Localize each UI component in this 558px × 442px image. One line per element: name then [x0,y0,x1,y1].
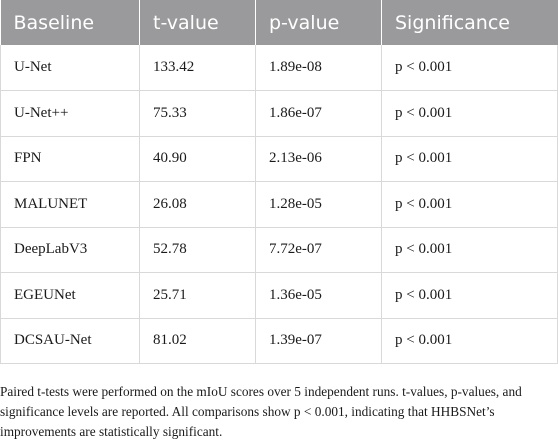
cell-baseline: MALUNET [0,181,140,228]
cell-significance: p < 0.001 [381,45,558,91]
cell-significance: p < 0.001 [381,272,558,319]
cell-t-value: 81.02 [139,318,256,364]
table-row: U-Net++ 75.33 1.86e-07 p < 0.001 [0,90,558,137]
header-row: Baseline t-value p-value Significance [0,0,558,45]
header-t-value: t-value [139,0,256,45]
cell-baseline: U-Net++ [0,90,140,137]
cell-baseline: FPN [0,136,140,182]
table-footnote: Paired t-tests were performed on the mIo… [0,384,522,440]
table-header: Baseline t-value p-value Significance [0,0,558,45]
header-baseline: Baseline [0,0,140,45]
cell-p-value: 1.36e-05 [255,272,382,319]
cell-baseline: DeepLabV3 [0,227,140,273]
cell-t-value: 52.78 [139,227,256,273]
cell-p-value: 2.13e-06 [255,136,382,182]
cell-p-value: 1.89e-08 [255,45,382,91]
cell-significance: p < 0.001 [381,90,558,137]
cell-t-value: 25.71 [139,272,256,319]
cell-significance: p < 0.001 [381,227,558,273]
table-row: FPN 40.90 2.13e-06 p < 0.001 [0,136,558,182]
results-table-container: Baseline t-value p-value Significance U-… [0,0,558,364]
cell-t-value: 40.90 [139,136,256,182]
table-row: MALUNET 26.08 1.28e-05 p < 0.001 [0,181,558,228]
cell-baseline: EGEUNet [0,272,140,319]
cell-p-value: 1.28e-05 [255,181,382,228]
header-p-value: p-value [255,0,382,45]
table-row: DCSAU-Net 81.02 1.39e-07 p < 0.001 [0,318,558,364]
cell-baseline: DCSAU-Net [0,318,140,364]
cell-significance: p < 0.001 [381,136,558,182]
cell-t-value: 26.08 [139,181,256,228]
cell-significance: p < 0.001 [381,318,558,364]
results-table: Baseline t-value p-value Significance U-… [0,0,558,364]
cell-p-value: 1.39e-07 [255,318,382,364]
cell-t-value: 133.42 [139,45,256,91]
table-body: U-Net 133.42 1.89e-08 p < 0.001 U-Net++ … [0,45,558,364]
cell-baseline: U-Net [0,45,140,91]
table-row: DeepLabV3 52.78 7.72e-07 p < 0.001 [0,227,558,273]
header-significance: Significance [381,0,558,45]
table-row: EGEUNet 25.71 1.36e-05 p < 0.001 [0,272,558,319]
cell-significance: p < 0.001 [381,181,558,228]
cell-p-value: 7.72e-07 [255,227,382,273]
cell-p-value: 1.86e-07 [255,90,382,137]
cell-t-value: 75.33 [139,90,256,137]
table-row: U-Net 133.42 1.89e-08 p < 0.001 [0,45,558,91]
